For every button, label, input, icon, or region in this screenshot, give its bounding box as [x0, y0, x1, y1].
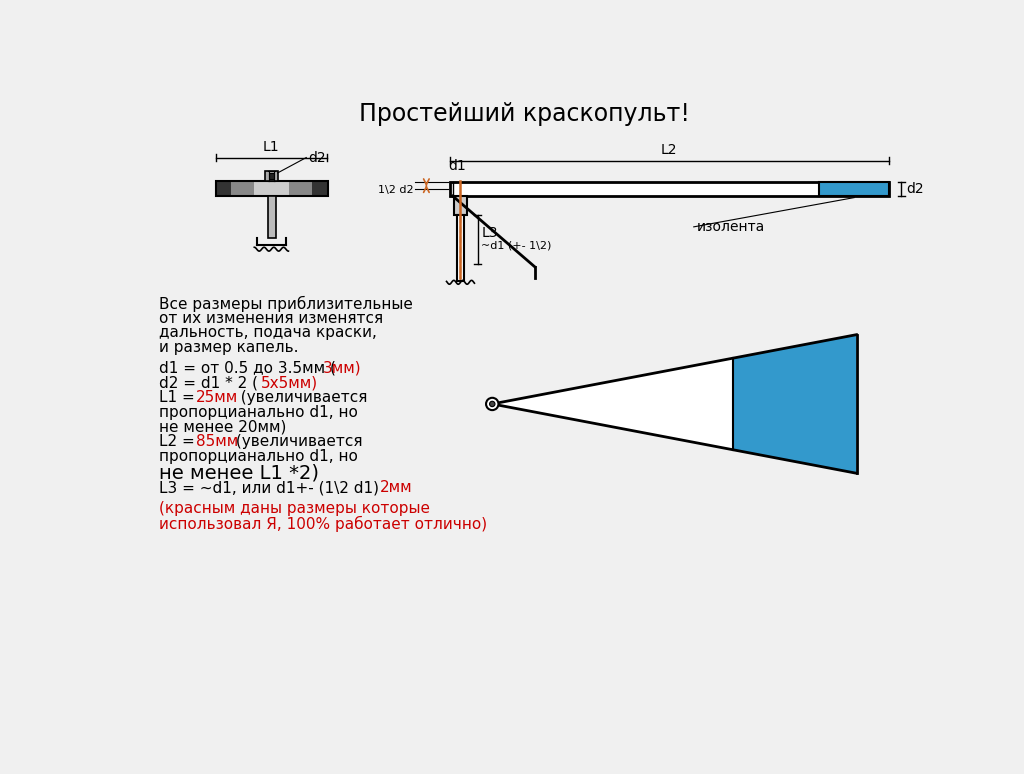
- Text: 25мм: 25мм: [197, 390, 239, 405]
- Bar: [216, 180, 328, 196]
- Polygon shape: [732, 334, 856, 473]
- Bar: [312, 180, 328, 196]
- Text: не менее L1 *2): не менее L1 *2): [159, 464, 319, 482]
- Circle shape: [489, 401, 495, 406]
- Text: пропорцианально d1, но: пропорцианально d1, но: [159, 449, 357, 464]
- Text: 5х5мм): 5х5мм): [261, 375, 318, 390]
- Bar: [458, 214, 464, 281]
- Bar: [254, 180, 289, 196]
- Text: изолента: изолента: [697, 220, 765, 234]
- Text: L3 = ~d1, или d1+- (1\2 d1): L3 = ~d1, или d1+- (1\2 d1): [159, 480, 384, 495]
- Text: ~d1 (+- 1\2): ~d1 (+- 1\2): [481, 241, 552, 250]
- Text: Все размеры приблизительные: Все размеры приблизительные: [159, 296, 413, 313]
- Bar: [269, 173, 274, 179]
- Text: L2 =: L2 =: [159, 434, 200, 449]
- Bar: [454, 196, 467, 214]
- Text: d2: d2: [906, 182, 924, 196]
- Bar: [216, 180, 231, 196]
- Bar: [819, 182, 889, 196]
- Text: L2: L2: [662, 142, 678, 157]
- Bar: [450, 182, 889, 196]
- Text: (красным даны размеры которые: (красным даны размеры которые: [159, 501, 430, 516]
- Text: (увеличивается: (увеличивается: [231, 434, 362, 449]
- Text: дальность, подача краски,: дальность, подача краски,: [159, 325, 377, 341]
- Polygon shape: [732, 334, 856, 473]
- Text: d1: d1: [449, 159, 466, 173]
- Text: 85мм: 85мм: [197, 434, 239, 449]
- Text: 2мм: 2мм: [380, 480, 413, 495]
- Text: использовал Я, 100% работает отлично): использовал Я, 100% работает отлично): [159, 515, 487, 532]
- Text: L3: L3: [481, 226, 498, 240]
- Text: d1 = от 0.5 до 3.5мм (: d1 = от 0.5 до 3.5мм (: [159, 361, 336, 376]
- Text: 3мм): 3мм): [324, 361, 361, 376]
- Polygon shape: [493, 334, 856, 473]
- Text: d2 = d1 * 2 (: d2 = d1 * 2 (: [159, 375, 258, 390]
- Circle shape: [486, 398, 499, 410]
- Text: Простейший краскопульт!: Простейший краскопульт!: [359, 102, 690, 126]
- Text: L1 =: L1 =: [159, 390, 200, 405]
- Text: пропорцианально d1, но: пропорцианально d1, но: [159, 405, 357, 420]
- Text: (увеличивается: (увеличивается: [231, 390, 368, 405]
- Bar: [231, 180, 254, 196]
- Text: не менее 20мм): не менее 20мм): [159, 420, 287, 434]
- Bar: [265, 171, 278, 180]
- Text: d2: d2: [308, 151, 326, 165]
- Text: от их изменения изменятся: от их изменения изменятся: [159, 311, 383, 326]
- Bar: [289, 180, 312, 196]
- Text: и размер капель.: и размер капель.: [159, 340, 299, 355]
- Text: 1\2 d2: 1\2 d2: [378, 185, 414, 195]
- Text: L1: L1: [263, 140, 280, 154]
- Bar: [267, 196, 276, 238]
